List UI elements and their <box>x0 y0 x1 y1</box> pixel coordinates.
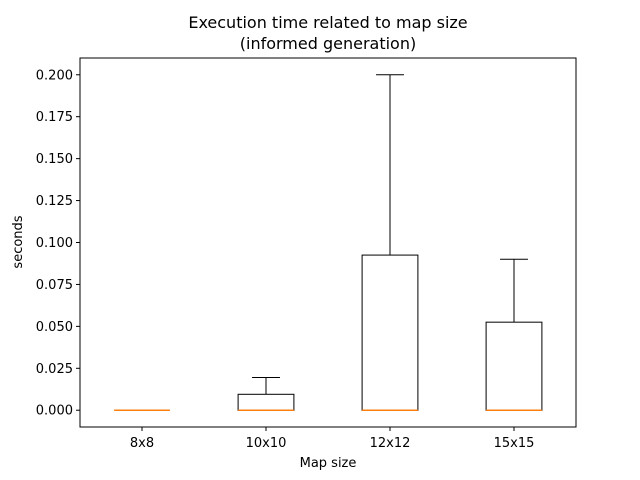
x-tick-label: 12x12 <box>370 436 411 451</box>
chart-title-line2: (informed generation) <box>240 34 416 53</box>
box-15x15 <box>485 258 543 411</box>
y-axis-label: seconds <box>11 215 26 268</box>
y-tick-label: 0.175 <box>36 110 73 125</box>
y-tick-label: 0.050 <box>36 320 73 335</box>
x-tick-label: 8x8 <box>130 436 154 451</box>
x-tick-label: 10x10 <box>246 436 287 451</box>
y-tick-label: 0.000 <box>36 404 73 419</box>
box-12x12 <box>361 74 419 411</box>
box-10x10 <box>237 377 295 411</box>
y-tick-label: 0.025 <box>36 362 73 377</box>
x-tick-label: 15x15 <box>494 436 535 451</box>
chart-title-line1: Execution time related to map size <box>188 13 467 32</box>
plot-frame <box>79 57 577 428</box>
iqr-box <box>485 321 543 411</box>
y-tick-label: 0.150 <box>36 152 73 167</box>
x-axis-label: Map size <box>300 456 357 471</box>
plot-content <box>114 74 543 411</box>
y-tick-label: 0.075 <box>36 278 73 293</box>
iqr-box <box>237 393 295 411</box>
x-axis: 8x8 10x10 12x12 15x15 <box>130 427 535 451</box>
y-axis: 0.000 0.025 0.050 0.075 0.100 0.125 0.150 0.175… <box>36 68 80 419</box>
iqr-box <box>361 254 419 411</box>
y-tick-label: 0.200 <box>36 68 73 83</box>
y-tick-label: 0.100 <box>36 236 73 251</box>
y-tick-label: 0.125 <box>36 194 73 209</box>
